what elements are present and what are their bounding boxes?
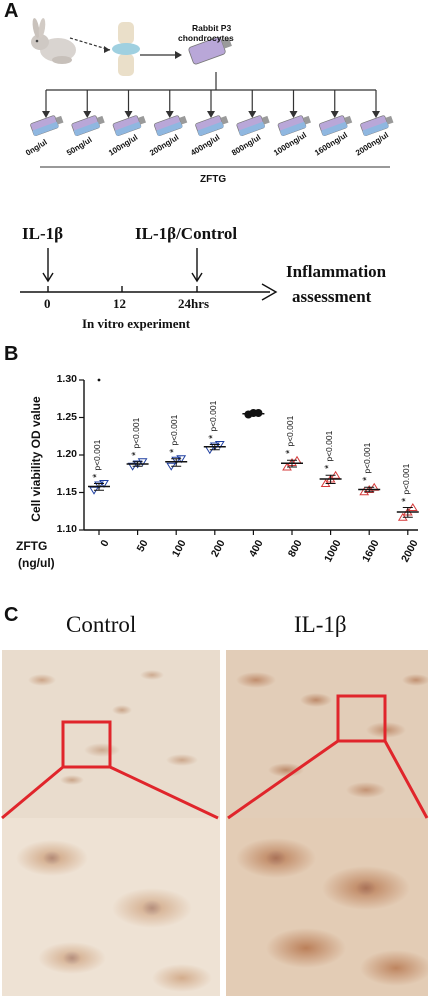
panel-a-schematic [30, 18, 394, 168]
cell-label-line2: chondrocytes [178, 33, 234, 43]
data-group-0 [88, 480, 110, 495]
significance-star: * [322, 461, 335, 470]
significance-star: * [361, 473, 374, 482]
data-group-800 [281, 455, 303, 471]
panel-c-letter: C [4, 604, 19, 626]
x-axis-label-line2: (ng/ul) [18, 556, 55, 570]
rabbit-icon [31, 18, 76, 64]
significance-annotation: * p<0.001 [168, 414, 180, 452]
timeline-end-label-2: assessment [292, 287, 372, 306]
data-group-1000 [319, 470, 342, 487]
timeline-mid-label: IL-1β/Control [135, 224, 238, 243]
dose-flask-icon [236, 115, 270, 137]
cell-label-line1: Rabbit P3 [192, 23, 232, 33]
x-axis-label-line1: ZFTG [16, 539, 48, 553]
dose-flask-icon [112, 115, 146, 137]
y-tick-label: 1.10 [56, 523, 77, 535]
significance-annotation: * p<0.001 [130, 417, 142, 455]
zoom-highlight-overlay [1, 694, 429, 820]
il1b-title: IL-1β [294, 612, 347, 637]
control-zoom-box [61, 720, 112, 769]
significance-star: * [284, 446, 296, 455]
control-micrograph-low [2, 650, 220, 818]
data-group-100 [165, 455, 188, 471]
outlier-point [97, 378, 101, 382]
p-value-text: p<0.001 [285, 415, 295, 447]
significance-annotation: * p<0.001 [400, 463, 412, 501]
viability-chart [79, 378, 419, 535]
data-group-400 [242, 409, 265, 419]
p-value-text: p<0.001 [400, 463, 411, 495]
timeline-end-label-1: Inflammation [286, 262, 387, 281]
data-group-200 [203, 441, 226, 455]
data-point [94, 481, 104, 490]
y-tick-label: 1.20 [56, 448, 77, 460]
il1b-micrograph-low [226, 650, 428, 818]
p-value-text: p<0.001 [169, 414, 180, 446]
chondrocyte-flask-icon [188, 36, 232, 65]
y-tick-label: 1.30 [56, 373, 77, 385]
control-title: Control [66, 612, 137, 637]
significance-star: * [168, 445, 181, 453]
significance-star: * [129, 448, 142, 456]
significance-star: * [399, 494, 412, 502]
il1b-zoom-box [336, 694, 387, 743]
p-value-text: p<0.001 [362, 442, 373, 474]
timeline-tick-0: 0 [44, 296, 51, 311]
significance-annotation: * p<0.001 [284, 416, 296, 454]
significance-annotation: * p<0.001 [91, 439, 103, 477]
timeline-caption: In vitro experiment [82, 316, 191, 331]
data-point [171, 456, 182, 465]
data-group-1600 [358, 482, 381, 496]
p-value-text: p<0.001 [130, 417, 141, 449]
timeline-tick-24: 24hrs [178, 296, 210, 311]
dose-flask-icon [360, 115, 394, 137]
timeline-start-label: IL-1β [22, 224, 64, 243]
timeline [20, 248, 278, 301]
timeline-tick-12: 12 [113, 296, 126, 311]
data-group-2000 [396, 503, 419, 521]
significance-star: * [206, 431, 219, 439]
dose-flask-icon [30, 115, 64, 137]
dose-flask-icon [318, 115, 353, 137]
il1b-micrograph-zoom [226, 818, 428, 996]
control-micrograph-zoom [2, 818, 220, 996]
zftg-group-label: ZFTG [200, 174, 227, 185]
y-tick-label: 1.25 [56, 410, 77, 423]
panel-a-letter: A [4, 0, 19, 22]
significance-annotation: * p<0.001 [361, 443, 373, 481]
dose-flask-icon [195, 115, 229, 137]
y-tick-label: 1.15 [56, 485, 77, 498]
significance-star: * [91, 470, 103, 478]
p-value-text: p<0.001 [92, 439, 102, 471]
data-group-50 [126, 458, 149, 471]
dose-flask-icon [153, 115, 188, 137]
p-value-text: p<0.001 [323, 430, 334, 462]
significance-annotation: * p<0.001 [323, 431, 335, 469]
knee-joint-icon [112, 22, 140, 76]
p-value-text: p<0.001 [207, 400, 218, 432]
panel-b-letter: B [4, 343, 19, 365]
dose-flask-icon [71, 115, 105, 137]
dose-flask-icon [277, 115, 311, 137]
significance-annotation: * p<0.001 [207, 400, 219, 438]
